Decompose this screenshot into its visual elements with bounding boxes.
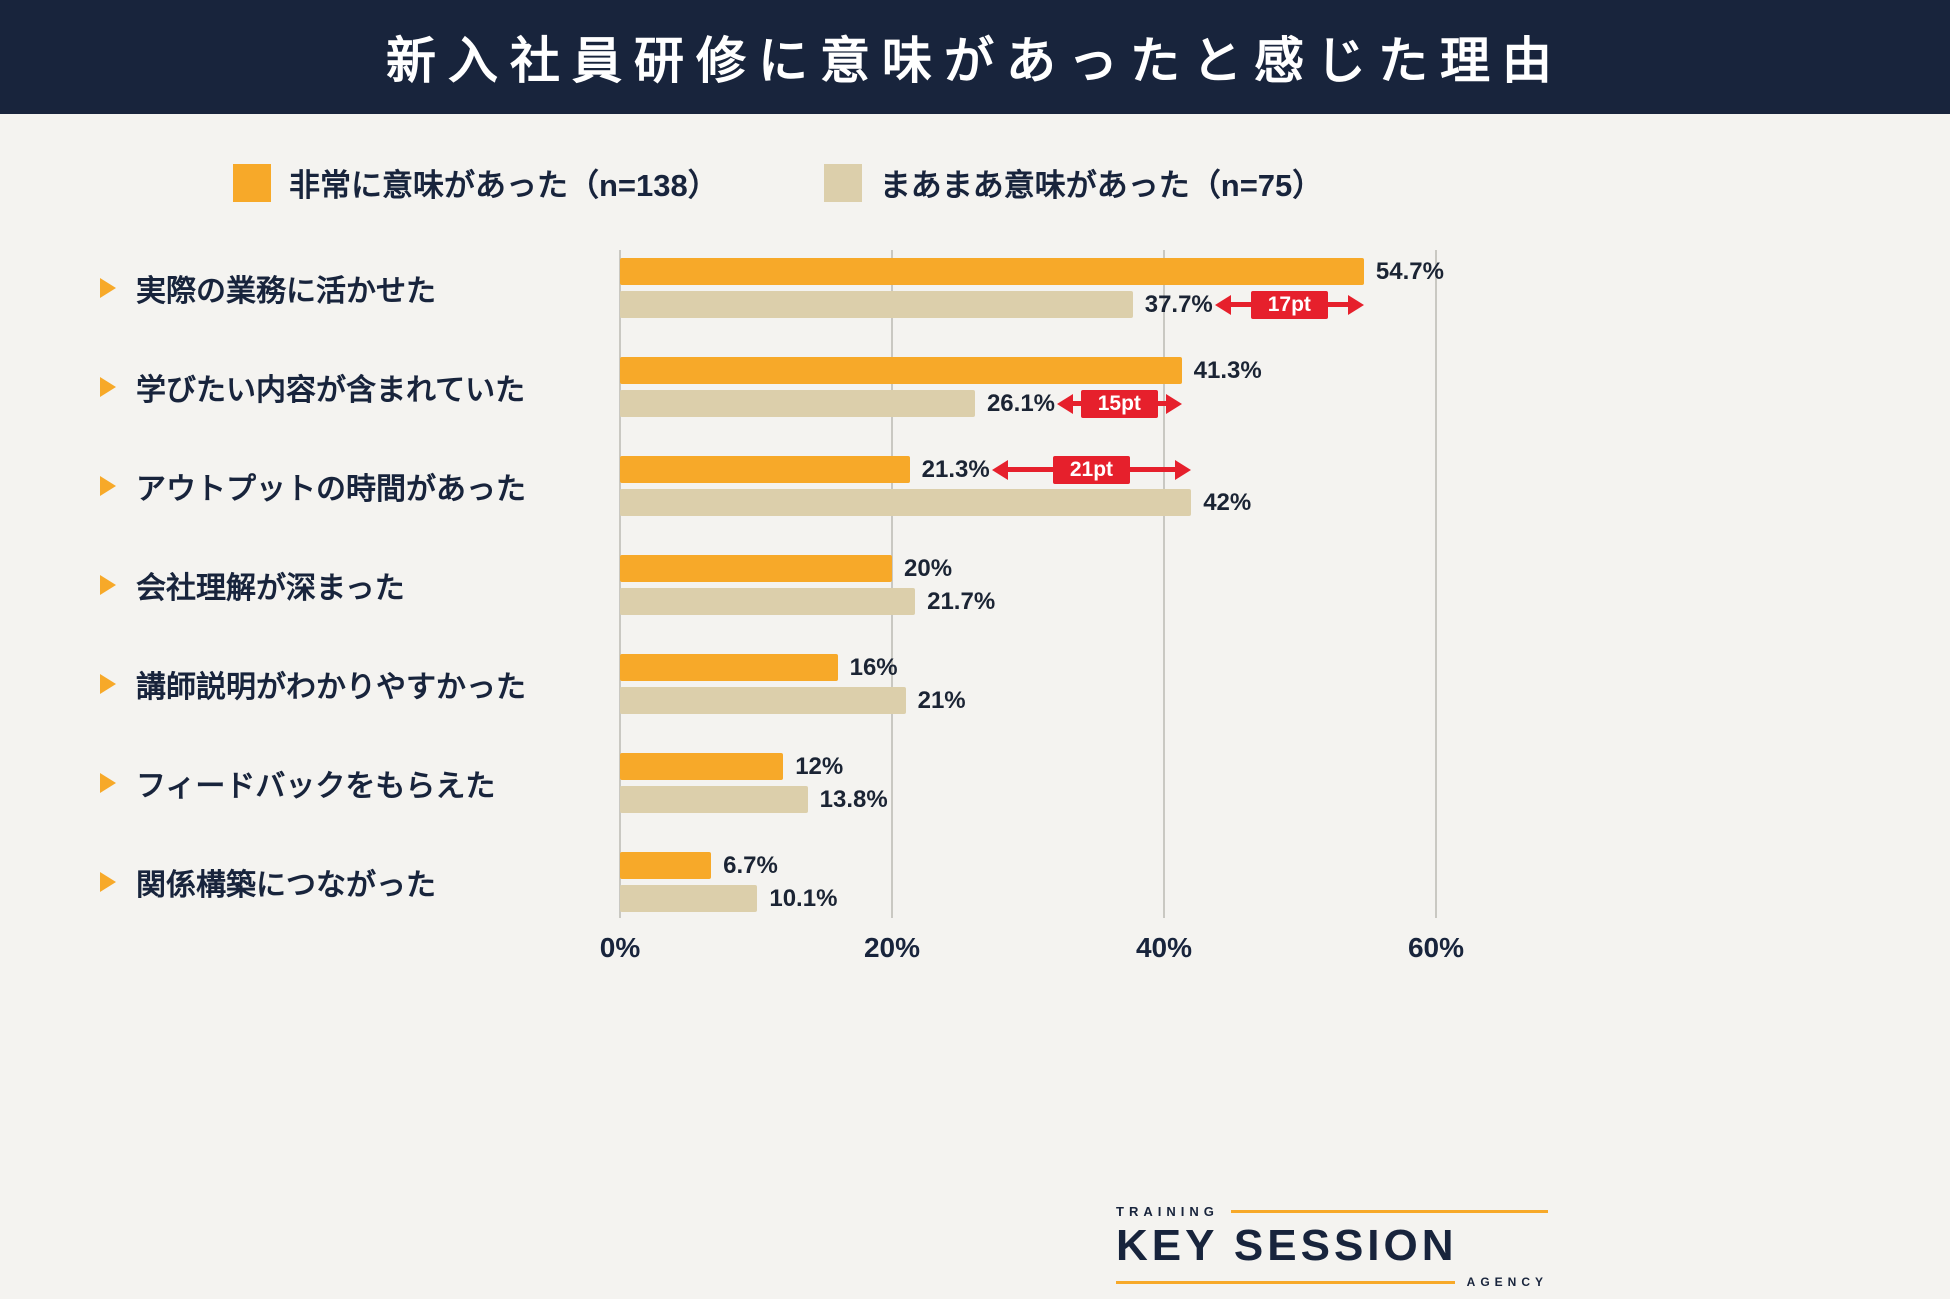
legend-swatch-tan: [823, 163, 862, 202]
axis-tick-label: 0%: [599, 932, 641, 963]
bar-somewhat-meaningful: [620, 390, 975, 417]
bar-very-meaningful: [620, 456, 910, 483]
legend-label-somewhat-meaningful: まあまあ意味があった（n=75）: [879, 168, 1324, 203]
diff-badge-label: 17pt: [1250, 290, 1328, 319]
bar-somewhat-meaningful: [620, 588, 916, 615]
category-label-text: 講師説明がわかりやすかった: [136, 671, 526, 704]
bar-somewhat-meaningful: [620, 687, 906, 714]
key-session-logo: TRAINING KEY SESSION AGENCY: [1116, 1204, 1548, 1289]
diff-badge-label: 21pt: [1052, 455, 1131, 484]
chart-legend: 非常に意味があった（n=138） まあまあ意味があった（n=75）: [233, 160, 1323, 205]
bar-value-label: 20%: [904, 555, 953, 582]
diff-arrow-right-icon: [1165, 393, 1182, 414]
logo-top-row: TRAINING: [1116, 1204, 1548, 1219]
legend-label-very-meaningful: 非常に意味があった（n=138）: [289, 168, 719, 203]
category-label: アウトプットの時間があった: [100, 465, 526, 507]
category-label-text: アウトプットの時間があった: [136, 473, 526, 506]
bar-value-label: 6.7%: [723, 852, 778, 879]
diff-arrow-left-icon: [1214, 294, 1231, 315]
bar-value-label: 13.8%: [819, 786, 888, 813]
logo-accent-line: [1230, 1210, 1548, 1213]
page-title: 新入社員研修に意味があったと感じた理由: [386, 33, 1564, 89]
diff-arrow-right-icon: [1347, 294, 1364, 315]
diff-arrow-left-icon: [1056, 393, 1073, 414]
diff-arrow-line: [1157, 401, 1166, 406]
axis-tick-label: 60%: [1407, 932, 1465, 963]
gridline: [1163, 250, 1165, 918]
logo-training-text: TRAINING: [1116, 1204, 1219, 1219]
diff-badge-label: 15pt: [1080, 389, 1158, 418]
category-marker-icon: [100, 278, 116, 298]
bar-very-meaningful: [620, 357, 1182, 384]
bar-somewhat-meaningful: [620, 489, 1192, 516]
category-marker-icon: [100, 773, 116, 793]
category-label-text: フィードバックをもらえた: [136, 770, 496, 803]
diff-annotation: 17pt: [1214, 289, 1364, 320]
category-label-text: 実際の業務に活かせた: [136, 275, 436, 308]
legend-item-very-meaningful: 非常に意味があった（n=138）: [233, 160, 719, 205]
diff-arrow-left-icon: [991, 459, 1008, 480]
diff-arrow-right-icon: [1175, 459, 1192, 480]
category-label: 関係構築につながった: [100, 861, 436, 903]
bar-value-label: 21.3%: [921, 456, 990, 483]
bar-very-meaningful: [620, 258, 1364, 285]
legend-swatch-orange: [233, 163, 271, 202]
category-marker-icon: [100, 872, 116, 892]
title-banner: 新入社員研修に意味があったと感じた理由: [0, 0, 1950, 114]
axis-tick-label: 20%: [863, 932, 921, 963]
bar-value-label: 21.7%: [927, 588, 996, 615]
bar-somewhat-meaningful: [620, 885, 758, 912]
category-marker-icon: [100, 476, 116, 496]
gridline: [619, 250, 621, 918]
axis-tick-label: 40%: [1135, 932, 1193, 963]
gridline: [1435, 250, 1437, 918]
diff-arrow-line: [1327, 302, 1348, 307]
bar-very-meaningful: [620, 852, 712, 879]
bar-value-label: 54.7%: [1375, 258, 1444, 285]
category-label: 実際の業務に活かせた: [100, 267, 436, 309]
diff-arrow-line: [1130, 467, 1176, 472]
bar-very-meaningful: [620, 753, 784, 780]
gridline: [891, 250, 893, 918]
logo-agency-text: AGENCY: [1466, 1275, 1548, 1289]
diff-annotation: 21pt: [991, 454, 1192, 485]
bar-somewhat-meaningful: [620, 291, 1133, 318]
logo-bottom-row: AGENCY: [1116, 1275, 1548, 1289]
category-marker-icon: [100, 575, 116, 595]
bar-value-label: 21%: [917, 687, 966, 714]
bar-very-meaningful: [620, 654, 838, 681]
category-marker-icon: [100, 674, 116, 694]
bar-somewhat-meaningful: [620, 786, 808, 813]
category-label: 講師説明がわかりやすかった: [100, 663, 526, 705]
category-label: 会社理解が深まった: [100, 564, 405, 606]
category-label-text: 関係構築につながった: [136, 869, 436, 902]
bar-value-label: 10.1%: [769, 885, 838, 912]
diff-annotation: 15pt: [1056, 388, 1182, 419]
category-label-text: 会社理解が深まった: [136, 572, 405, 605]
category-label: 学びたい内容が含まれていた: [100, 366, 525, 408]
bar-value-label: 37.7%: [1144, 291, 1213, 318]
category-label: フィードバックをもらえた: [100, 762, 495, 804]
bar-value-label: 42%: [1203, 489, 1252, 516]
diff-arrow-line: [1072, 401, 1081, 406]
logo-accent-line: [1116, 1280, 1455, 1284]
category-label-text: 学びたい内容が含まれていた: [136, 374, 526, 407]
logo-main-text: KEY SESSION: [1116, 1221, 1458, 1270]
bar-very-meaningful: [620, 555, 892, 582]
category-marker-icon: [100, 377, 116, 397]
bar-value-label: 16%: [849, 654, 898, 681]
bar-value-label: 26.1%: [986, 390, 1056, 417]
diff-arrow-line: [1230, 302, 1251, 307]
legend-item-somewhat-meaningful: まあまあ意味があった（n=75）: [823, 160, 1324, 205]
bar-value-label: 12%: [795, 753, 844, 780]
diff-arrow-line: [1007, 467, 1053, 472]
bar-value-label: 41.3%: [1193, 357, 1262, 384]
